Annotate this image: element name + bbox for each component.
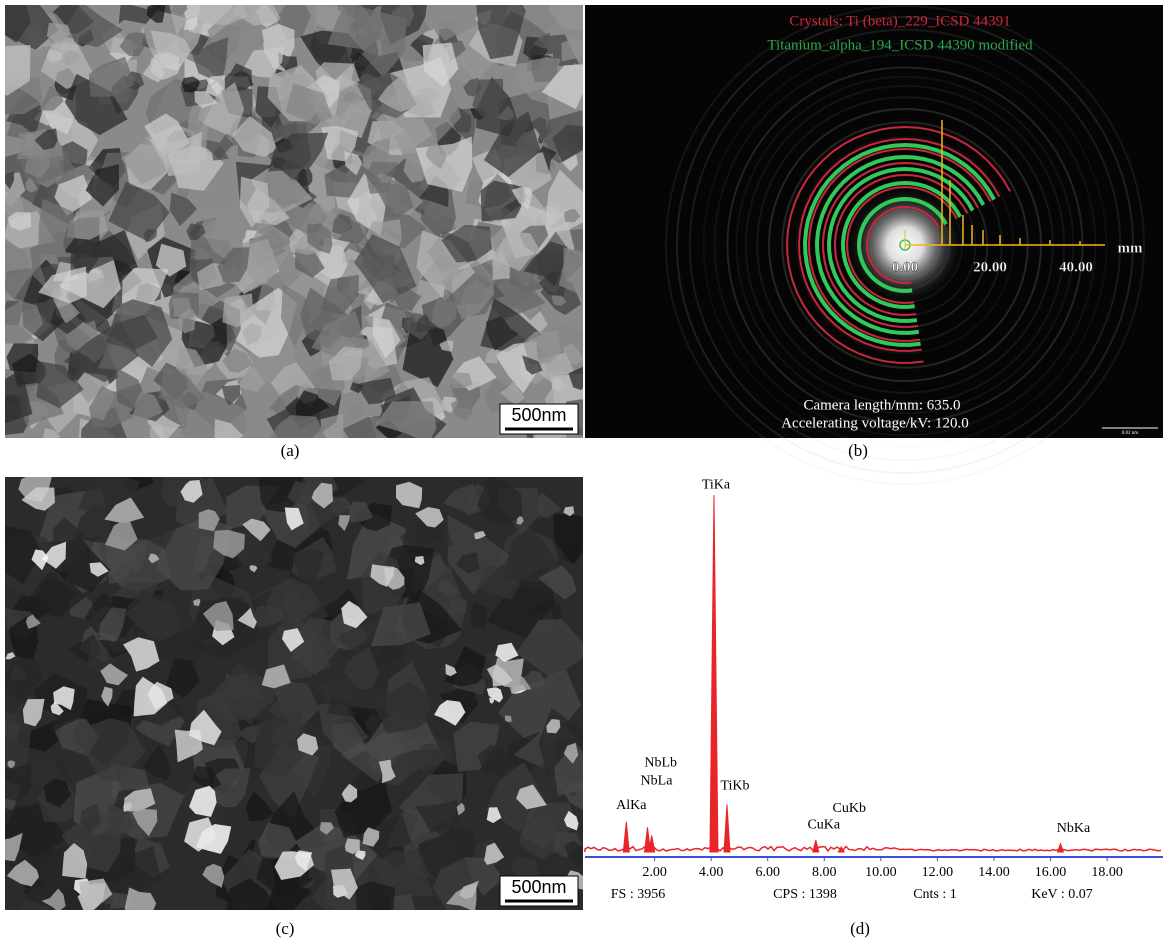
profile-tick: 40.00 — [1059, 259, 1093, 275]
peak — [710, 495, 718, 852]
camera-length: Camera length/mm: 635.0 — [803, 397, 960, 413]
crystal-label: Crystals: Ti (beta)_229_ICSD 44391 — [789, 13, 1010, 29]
panel-label: (a) — [281, 441, 300, 460]
peak-label: NbKa — [1057, 821, 1091, 836]
peak-label: CuKa — [807, 817, 840, 832]
x-tick-label: 4.00 — [699, 865, 724, 880]
x-tick-label: 16.00 — [1035, 865, 1067, 880]
x-tick-label: 12.00 — [922, 865, 954, 880]
scale-label: 500nm — [511, 877, 566, 897]
grain — [350, 881, 395, 936]
spectrum-footer: KeV : 0.07 — [1031, 887, 1093, 902]
profile-tick: 0.00 — [892, 259, 918, 275]
panel-label: (d) — [850, 919, 870, 938]
x-tick-label: 6.00 — [755, 865, 780, 880]
peak — [623, 822, 629, 852]
peak — [724, 804, 730, 852]
profile-unit: mm — [1118, 240, 1143, 256]
x-tick-label: 18.00 — [1091, 865, 1123, 880]
peak-label: NbLb — [644, 756, 677, 771]
spectrum-footer: Cnts : 1 — [913, 887, 957, 902]
spectrum-baseline — [585, 847, 1161, 853]
peak-label: NbLa — [641, 774, 674, 789]
spectrum-footer: CPS : 1398 — [773, 887, 837, 902]
micrograph-c — [0, 456, 607, 936]
peak — [813, 840, 819, 852]
x-tick-label: 10.00 — [865, 865, 897, 880]
peak-label: CuKb — [833, 801, 866, 816]
panel-label: (c) — [276, 919, 295, 938]
scale-label: 0.02 nm — [1122, 431, 1139, 436]
voltage: Accelerating voltage/kV: 120.0 — [781, 415, 969, 431]
spectrum-footer: FS : 3956 — [611, 887, 665, 902]
peak-label: TiKb — [720, 779, 749, 794]
figure: 500nm 500nm 0.02 nm Crystals: Ti (beta)_… — [0, 0, 1167, 940]
x-tick-label: 14.00 — [978, 865, 1010, 880]
peak-label: TiKa — [702, 477, 731, 492]
scale-label: 500nm — [511, 405, 566, 425]
x-tick-label: 8.00 — [812, 865, 837, 880]
peak-label: AlKa — [616, 798, 647, 813]
panel-label: (b) — [848, 441, 868, 460]
micrograph-a — [0, 0, 618, 470]
profile-tick: 20.00 — [973, 259, 1007, 275]
x-tick-label: 2.00 — [642, 865, 667, 880]
crystal-label: Titanium_alpha_194_ICSD 44390 modified — [767, 37, 1033, 53]
peak — [1057, 844, 1063, 852]
